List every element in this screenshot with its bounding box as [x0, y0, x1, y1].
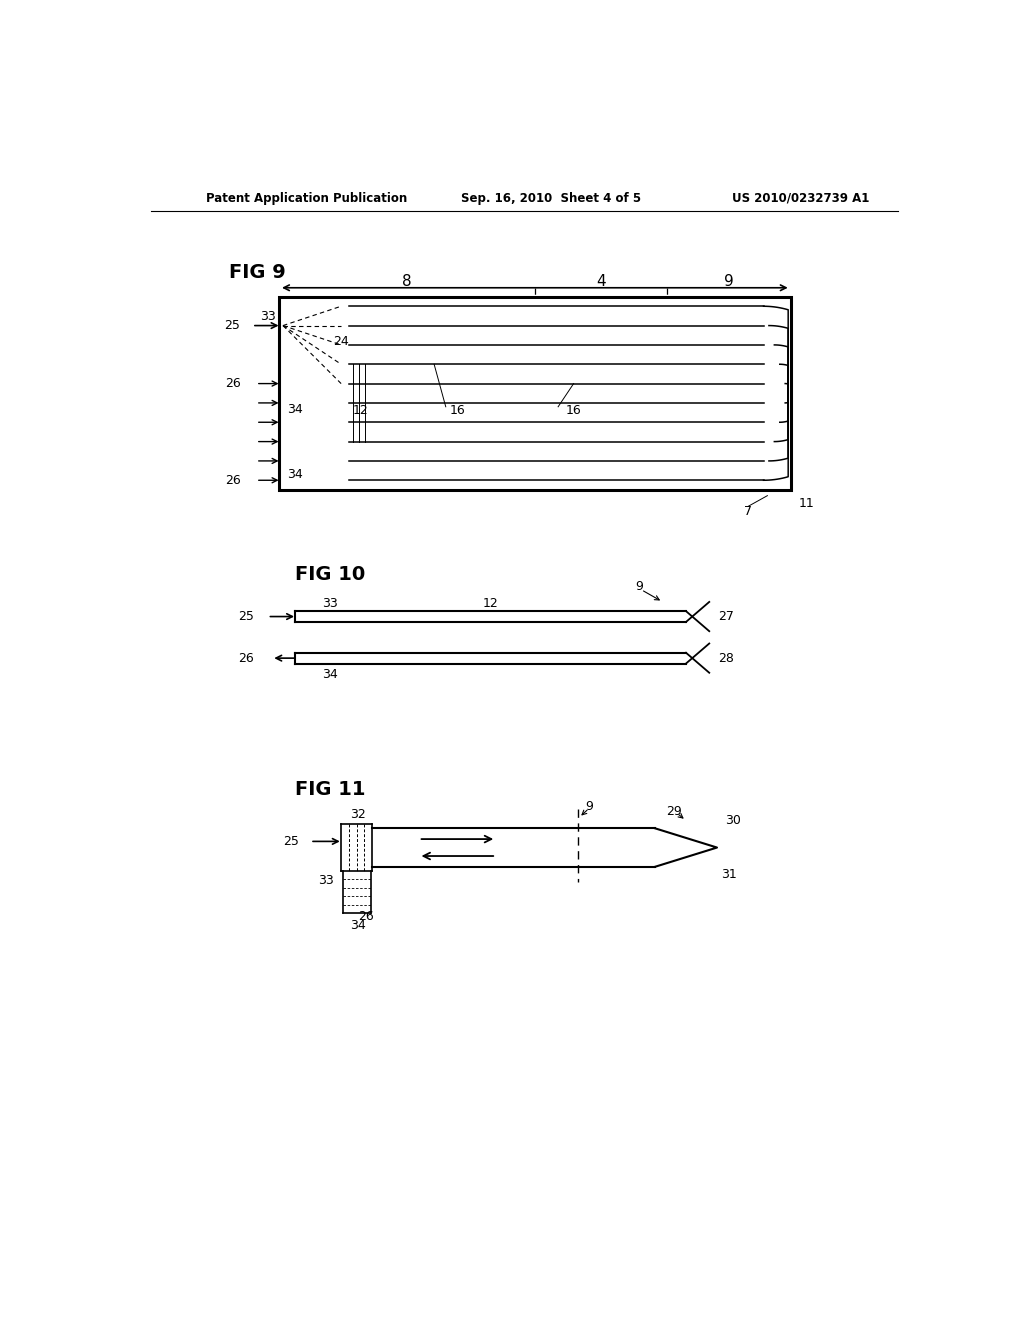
- Text: 28: 28: [719, 652, 734, 665]
- Text: 34: 34: [287, 467, 302, 480]
- Text: 9: 9: [724, 275, 734, 289]
- Text: 26: 26: [239, 652, 254, 665]
- Text: 32: 32: [350, 808, 366, 821]
- Text: 34: 34: [287, 403, 302, 416]
- Text: 8: 8: [402, 275, 412, 289]
- Text: 34: 34: [322, 668, 337, 681]
- Text: 26: 26: [224, 474, 241, 487]
- Text: FIG 10: FIG 10: [295, 565, 365, 583]
- Text: 33: 33: [322, 597, 337, 610]
- Text: 12: 12: [352, 404, 369, 417]
- Text: 24: 24: [333, 334, 349, 347]
- Text: 25: 25: [224, 319, 241, 333]
- Text: 4: 4: [596, 275, 606, 289]
- Text: 9: 9: [585, 800, 593, 813]
- Text: FIG 11: FIG 11: [295, 780, 366, 800]
- Text: 12: 12: [482, 597, 499, 610]
- Text: 9: 9: [636, 579, 643, 593]
- Text: 16: 16: [565, 404, 582, 417]
- Text: 27: 27: [719, 610, 734, 623]
- Text: 33: 33: [317, 874, 334, 887]
- Text: 31: 31: [721, 869, 736, 880]
- Text: 25: 25: [283, 834, 299, 847]
- Text: 29: 29: [667, 805, 682, 818]
- Text: 26: 26: [358, 909, 374, 923]
- Text: 33: 33: [260, 310, 275, 323]
- Text: FIG 9: FIG 9: [228, 263, 286, 282]
- Text: US 2010/0232739 A1: US 2010/0232739 A1: [732, 191, 869, 205]
- Text: 25: 25: [239, 610, 254, 623]
- Text: 11: 11: [799, 496, 814, 510]
- Text: 30: 30: [725, 814, 740, 828]
- Text: 26: 26: [224, 378, 241, 391]
- Text: Sep. 16, 2010  Sheet 4 of 5: Sep. 16, 2010 Sheet 4 of 5: [461, 191, 641, 205]
- Text: Patent Application Publication: Patent Application Publication: [206, 191, 407, 205]
- Text: 16: 16: [450, 404, 465, 417]
- Text: 7: 7: [744, 504, 752, 517]
- Text: 34: 34: [350, 919, 366, 932]
- Bar: [280, 297, 791, 490]
